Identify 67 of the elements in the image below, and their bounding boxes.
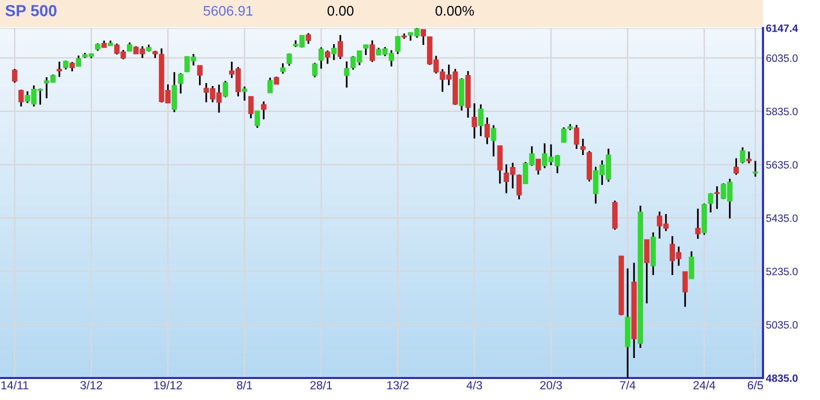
y-tick-label: 5835.0 xyxy=(766,108,798,116)
candlestick xyxy=(56,60,62,78)
candlestick xyxy=(76,54,82,68)
candlestick xyxy=(490,124,496,158)
y-tick-label: 6147.4 xyxy=(766,24,798,32)
candlestick xyxy=(267,76,273,94)
candlestick xyxy=(18,88,24,108)
text: 0.00 xyxy=(328,6,354,16)
candlestick xyxy=(324,50,330,65)
x-tick-label: 7/4 xyxy=(620,380,636,390)
y-tick-label: 5635.0 xyxy=(766,161,798,169)
candlestick xyxy=(574,124,580,150)
candlestick xyxy=(682,271,688,308)
candlestick xyxy=(248,96,254,120)
candlestick xyxy=(318,46,324,70)
candlestick xyxy=(516,174,522,200)
y-tick-label: 5035.0 xyxy=(766,321,798,329)
candlestick xyxy=(395,35,400,55)
x-tick-label: 19/12 xyxy=(154,380,182,390)
y-tick-label: 5435.0 xyxy=(766,214,798,222)
candlestick xyxy=(363,44,369,56)
candlestick xyxy=(752,160,758,178)
candlestick xyxy=(338,34,343,60)
y-tick-label: 4835.0 xyxy=(766,374,798,382)
x-tick-label: 14/11 xyxy=(1,380,28,390)
candlestick xyxy=(69,61,75,72)
candlestick xyxy=(734,157,739,176)
x-tick-label: 28/1 xyxy=(310,380,332,390)
text: 5606.91 xyxy=(204,6,253,16)
candlestick xyxy=(695,208,701,240)
candlestick xyxy=(688,250,694,280)
candlestick xyxy=(312,62,318,78)
candlestick xyxy=(714,185,720,210)
candlestick xyxy=(708,192,714,214)
candlestick xyxy=(472,102,478,140)
candlestick xyxy=(420,28,426,46)
x-tick-label: 13/2 xyxy=(387,380,409,390)
candlestick xyxy=(484,116,490,145)
y-tick-label: 5235.0 xyxy=(766,268,798,276)
candlestick xyxy=(12,68,18,84)
x-tick-label: 4/3 xyxy=(466,380,482,390)
x-tick-label: 8/1 xyxy=(236,380,252,390)
candlestick xyxy=(172,71,177,113)
candlestick xyxy=(478,104,484,137)
candlestick xyxy=(580,138,586,156)
x-tick-label: 24/4 xyxy=(693,380,716,390)
x-tick-label: 3/12 xyxy=(80,380,102,390)
candlestick xyxy=(370,40,375,63)
candlestick xyxy=(536,158,541,176)
text: 0.00% xyxy=(436,6,474,16)
x-tick-label: 20/3 xyxy=(540,380,562,390)
chart-title: SP 500 xyxy=(5,4,56,16)
candlestick xyxy=(261,100,266,120)
y-tick-label: 6035.0 xyxy=(766,54,798,62)
candlestick xyxy=(644,239,650,304)
x-tick-label: 6/5 xyxy=(748,380,763,390)
candlestick xyxy=(197,64,203,86)
candlestick xyxy=(344,60,350,88)
candlestick xyxy=(280,62,286,75)
candlestick xyxy=(254,110,260,129)
candlestick xyxy=(306,32,312,45)
candlestick xyxy=(222,80,228,98)
candlestick xyxy=(242,86,248,102)
candlestick xyxy=(331,43,337,61)
candlestick xyxy=(740,146,746,164)
candlestick xyxy=(178,72,184,94)
candlestick xyxy=(286,52,292,67)
